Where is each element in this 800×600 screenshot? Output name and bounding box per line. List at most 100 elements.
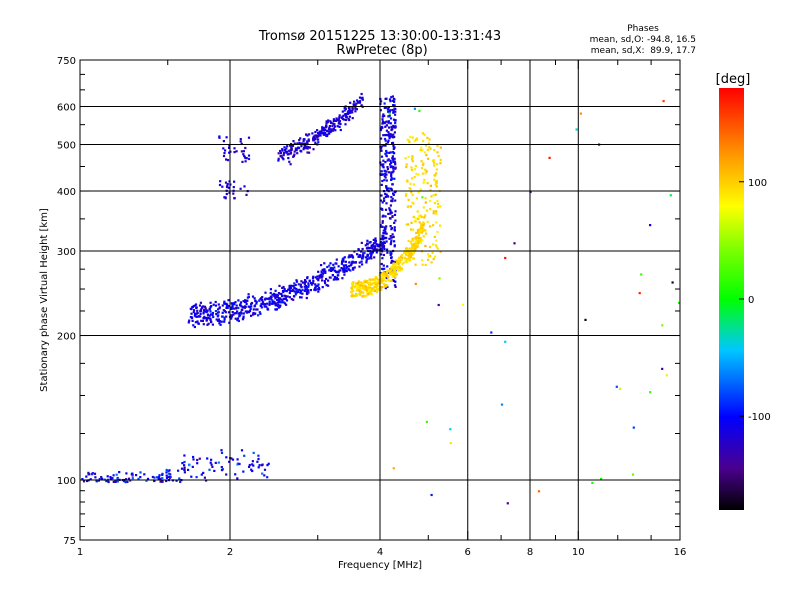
data-point (383, 274, 386, 278)
data-point (383, 273, 386, 276)
data-point (318, 276, 321, 279)
data-point (189, 316, 192, 319)
data-point (335, 117, 338, 120)
data-point (125, 481, 128, 484)
colorbar-tick-label: -100 (748, 412, 771, 423)
data-point (198, 457, 201, 460)
data-point (217, 314, 220, 317)
data-point (257, 457, 260, 461)
data-point (201, 319, 204, 323)
data-point (387, 187, 390, 190)
data-point (386, 276, 389, 279)
data-point (412, 228, 415, 231)
data-point (324, 271, 327, 274)
data-point (410, 166, 413, 169)
data-point (219, 180, 222, 183)
data-point (317, 288, 320, 291)
data-point (410, 247, 413, 251)
data-point (356, 99, 359, 102)
data-point (437, 202, 440, 205)
data-point (276, 298, 279, 302)
data-point (245, 157, 248, 160)
data-point (392, 193, 395, 196)
data-point (347, 256, 350, 259)
data-point (349, 101, 352, 104)
data-point (331, 274, 334, 277)
data-point (320, 276, 323, 279)
data-point (293, 287, 297, 290)
data-point (430, 261, 433, 264)
data-point (348, 265, 351, 268)
data-point (426, 148, 429, 151)
data-point (285, 147, 288, 150)
data-point (284, 295, 287, 298)
data-point (214, 304, 217, 307)
data-point (344, 123, 347, 126)
data-point (250, 302, 254, 305)
data-point (283, 148, 286, 152)
data-point (379, 224, 382, 227)
data-point (413, 140, 416, 143)
data-point (283, 146, 286, 149)
data-point (356, 253, 359, 256)
data-point (286, 295, 289, 298)
data-point (649, 391, 652, 394)
data-point (390, 188, 393, 191)
data-point (353, 100, 356, 103)
data-point (211, 311, 214, 315)
data-point (307, 146, 310, 149)
data-point (220, 449, 223, 452)
data-point (223, 301, 226, 304)
data-point (270, 295, 273, 298)
data-point (202, 471, 205, 474)
data-point (405, 165, 408, 169)
data-point (392, 264, 395, 267)
data-point (252, 464, 255, 467)
data-point (281, 156, 284, 160)
data-point (394, 263, 397, 266)
data-point (380, 243, 383, 246)
data-point (390, 261, 393, 264)
data-point (209, 306, 212, 309)
data-point (310, 283, 313, 286)
data-point (364, 281, 368, 284)
data-point (253, 305, 256, 308)
data-point (228, 460, 231, 463)
data-point (382, 113, 385, 116)
data-point (424, 168, 427, 171)
data-point (300, 150, 303, 153)
data-point (386, 248, 389, 251)
data-point (435, 245, 438, 248)
data-point (415, 197, 418, 200)
data-point (421, 239, 424, 242)
data-point (305, 291, 308, 294)
data-point (394, 113, 397, 116)
data-point (131, 477, 134, 480)
y-tick-label: 600 (57, 103, 76, 114)
data-point (383, 137, 387, 141)
data-point (244, 310, 247, 313)
data-point (380, 285, 383, 289)
data-point (358, 101, 362, 104)
data-point (225, 473, 228, 476)
data-point (392, 111, 395, 114)
data-point (439, 205, 442, 208)
data-point (584, 318, 587, 321)
data-point (410, 221, 413, 224)
data-point (411, 177, 414, 180)
data-point (295, 279, 298, 282)
data-point (274, 304, 277, 307)
data-point (161, 472, 164, 475)
y-axis-label: Stationary phase Virtual Height [km] (39, 208, 50, 392)
data-point (241, 160, 244, 163)
data-point (407, 139, 410, 142)
data-point (417, 234, 421, 237)
data-point (383, 232, 386, 235)
data-point (380, 125, 383, 128)
y-tick-label: 100 (57, 476, 76, 487)
data-point (370, 250, 373, 253)
data-point (221, 304, 224, 307)
data-point (385, 179, 388, 182)
data-point (198, 304, 202, 307)
data-point (388, 171, 391, 174)
